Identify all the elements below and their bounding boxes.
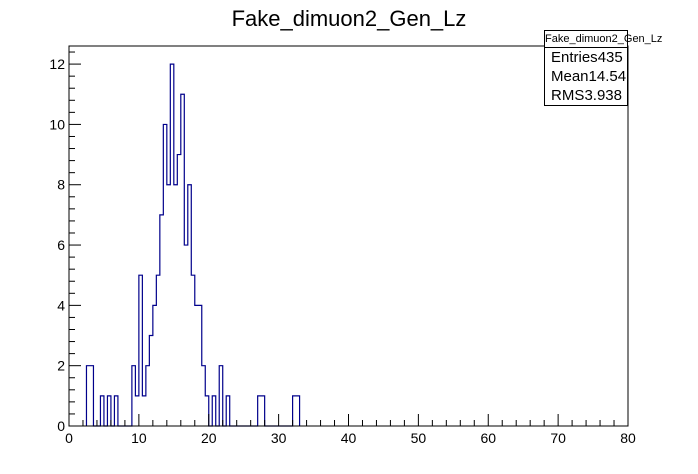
x-tick-label: 40: [341, 430, 357, 446]
chart-title: Fake_dimuon2_Gen_Lz: [231, 6, 467, 31]
y-tick-label: 8: [57, 177, 65, 193]
y-tick-label: 10: [49, 116, 65, 132]
x-tick-label: 60: [480, 430, 496, 446]
y-tick-label: 0: [57, 418, 65, 434]
stats-label-rms: RMS: [551, 87, 585, 104]
y-tick-label: 12: [49, 56, 65, 72]
stats-value-mean: 14.54: [588, 68, 627, 85]
stats-row-rms: RMS 3.938: [545, 86, 627, 105]
stats-box: Fake_dimuon2_Gen_Lz Entries 435 Mean 14.…: [544, 30, 662, 106]
x-tick-label: 0: [65, 430, 73, 446]
x-tick-label: 80: [620, 430, 636, 446]
stats-label-mean: Mean: [551, 68, 589, 85]
y-tick-label: 6: [57, 237, 65, 253]
histogram-line: [85, 63, 301, 427]
x-tick-label: 10: [131, 430, 147, 446]
stats-box-title: Fake_dimuon2_Gen_Lz: [545, 31, 662, 48]
x-tick-label: 70: [550, 430, 566, 446]
stats-row-mean: Mean 14.54: [545, 67, 627, 86]
y-tick-label: 2: [57, 358, 65, 374]
stats-value-rms: 3.938: [584, 87, 622, 104]
stats-value-entries: 435: [597, 49, 623, 66]
stats-label-entries: Entries: [551, 49, 598, 66]
x-tick-label: 50: [411, 430, 427, 446]
x-tick-label: 20: [201, 430, 217, 446]
stats-row-entries: Entries 435: [545, 48, 627, 67]
x-tick-label: 30: [271, 430, 287, 446]
y-tick-label: 4: [57, 297, 65, 313]
